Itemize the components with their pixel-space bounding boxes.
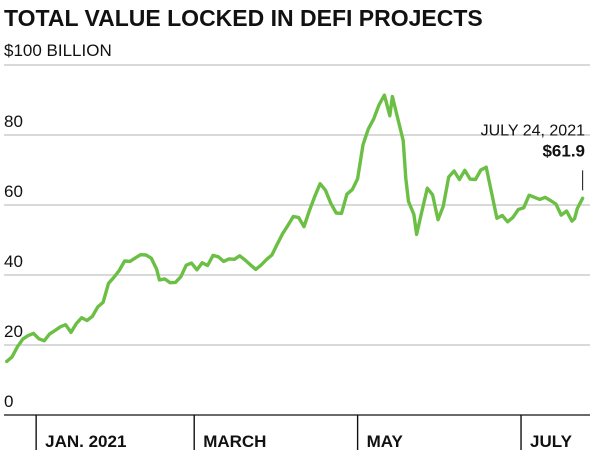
x-tick-label-2: MAY — [367, 432, 404, 451]
x-tick-label-3: JULY — [530, 432, 573, 451]
y-tick-label-20: 20 — [4, 322, 23, 341]
chart-title: TOTAL VALUE LOCKED IN DEFI PROJECTS — [4, 5, 483, 31]
y-tick-label-60: 60 — [4, 182, 23, 201]
x-tick-label-0: JAN. 2021 — [45, 432, 126, 451]
gridlines — [4, 64, 590, 346]
unit-label: $100 BILLION — [4, 41, 112, 60]
y-tick-label-80: 80 — [4, 112, 23, 131]
x-axis: JAN. 2021 MARCH MAY JULY — [4, 414, 590, 451]
y-tick-label-40: 40 — [4, 252, 23, 271]
annotation-date-label: JULY 24, 2021 — [481, 122, 585, 139]
series-line-total-value-locked — [4, 93, 585, 364]
y-tick-labels: 0 20 40 60 80 — [4, 112, 23, 411]
y-tick-label-0: 0 — [4, 392, 13, 411]
annotation-value-label: $61.9 — [542, 141, 585, 160]
x-tick-label-1: MARCH — [203, 432, 266, 451]
